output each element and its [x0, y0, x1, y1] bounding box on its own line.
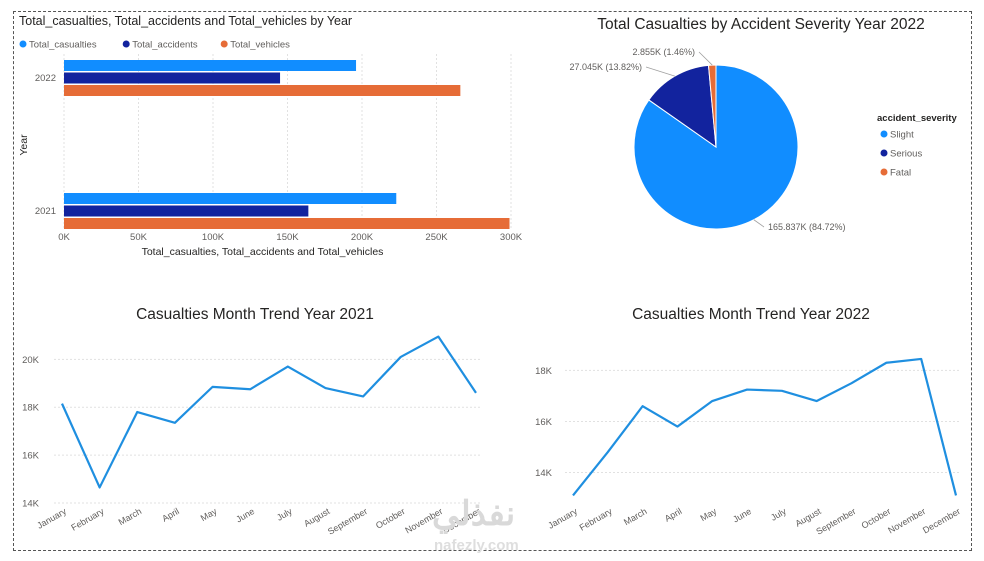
x-tick-label-april: April [160, 506, 181, 524]
x-tick-label-september: September [814, 506, 857, 537]
x-tick-label-december: December [921, 506, 962, 535]
x-tick-label-march: March [622, 506, 649, 527]
pie-legend-marker-serious [880, 149, 888, 157]
bar-total_casualties-2021 [64, 193, 397, 204]
pie-legend-marker-fatal [880, 168, 888, 176]
legend-label-total_casualties: Total_casualties [29, 40, 97, 51]
y-tick-label: 14K [22, 499, 40, 510]
line-chart-2022-panel[interactable]: Casualties Month Trend Year 2022 14K 16K 18… [518, 295, 970, 550]
watermark-url: nafezly.com [434, 537, 519, 554]
bar-chart-panel[interactable]: Total_casualties, Total_accidents and To… [15, 12, 535, 262]
x-tick-label-september: September [326, 506, 369, 537]
line-chart-2022: Casualties Month Trend Year 2022 14K 16K 18… [535, 306, 962, 537]
x-tick-label-march: March [117, 506, 144, 527]
x-tick-label: 200K [351, 232, 374, 243]
x-tick-label-february: February [69, 506, 106, 533]
y-tick-label: 20K [22, 355, 40, 366]
pie-data-label: 27.045K (13.82%) [569, 62, 642, 72]
x-tick-label-october: October [374, 506, 407, 531]
legend-marker-total_vehicles [220, 40, 228, 48]
dashboard-frame [13, 11, 972, 551]
pie-slice-serious [648, 64, 717, 149]
y-tick-label: 18K [22, 403, 40, 414]
x-tick-label-june: June [234, 506, 256, 524]
pie-chart-title: Total Casualties by Accident Severity Ye… [597, 16, 924, 33]
legend-marker-total_casualties [19, 40, 27, 48]
x-tick-label-july: July [769, 506, 788, 523]
line-chart-title: Casualties Month Trend Year 2022 [632, 306, 870, 323]
pie-leader-line [645, 66, 675, 77]
x-tick-label-november: November [886, 506, 927, 535]
y-tick-label: 2022 [35, 73, 56, 84]
bar-total_accidents-2021 [64, 205, 309, 217]
pie-chart: Total Casualties by Accident Severity Ye… [569, 16, 957, 232]
x-tick-label: 50K [130, 232, 148, 243]
x-tick-label: 0K [58, 232, 70, 243]
pie-leader-line [753, 219, 765, 228]
line-chart-2021: Casualties Month Trend Year 2021 14K 16K 18… [22, 306, 482, 537]
pie-data-label: 2.855K (1.46%) [632, 47, 695, 57]
x-tick-label: 100K [202, 232, 225, 243]
x-tick-label-january: January [546, 506, 579, 531]
y-axis-title: Year [18, 134, 30, 156]
line-chart-title: Casualties Month Trend Year 2021 [136, 306, 374, 323]
line-series [60, 335, 477, 489]
bar-total_casualties-2022 [64, 60, 357, 71]
y-tick-label: 18K [535, 366, 553, 377]
x-tick-label: 150K [276, 232, 299, 243]
y-tick-label: 16K [535, 417, 553, 428]
y-tick-label: 2021 [35, 206, 56, 217]
bar-chart: Total_casualties, Total_accidents and To… [18, 14, 523, 258]
pie-legend-label-slight: Slight [890, 130, 914, 141]
x-axis-title: Total_casualties, Total_accidents and To… [142, 246, 384, 258]
bar-total_accidents-2022 [64, 72, 281, 84]
bar-chart-title: Total_casualties, Total_accidents and To… [19, 14, 352, 28]
x-tick-label-may: May [199, 506, 219, 523]
legend-label-total_accidents: Total_accidents [132, 40, 198, 51]
x-tick-label: 250K [425, 232, 448, 243]
x-tick-label-july: July [275, 506, 294, 523]
bar-total_vehicles-2022 [64, 85, 461, 96]
pie-chart-panel[interactable]: Total Casualties by Accident Severity Ye… [545, 12, 970, 257]
y-tick-label: 14K [535, 468, 553, 479]
pie-legend-title: accident_severity [877, 113, 957, 124]
pie-legend-label-fatal: Fatal [890, 168, 911, 179]
x-tick-label-may: May [699, 506, 719, 523]
pie-legend-label-serious: Serious [890, 149, 922, 160]
line-chart-2021-panel[interactable]: Casualties Month Trend Year 2021 14K 16K 18… [15, 295, 515, 550]
x-tick-label-april: April [663, 506, 684, 524]
x-tick-label-january: January [35, 506, 68, 531]
x-tick-label-june: June [731, 506, 753, 524]
pie-legend-marker-slight [880, 130, 888, 138]
legend-marker-total_accidents [122, 40, 130, 48]
pie-slice-fatal [707, 64, 717, 148]
legend-label-total_vehicles: Total_vehicles [230, 40, 290, 51]
x-tick-label: 300K [500, 232, 523, 243]
watermark-logo: نفذلي [432, 495, 516, 533]
x-tick-label-august: August [302, 506, 332, 529]
pie-leader-line [698, 51, 713, 66]
bar-total_vehicles-2021 [64, 218, 510, 229]
x-tick-label-february: February [578, 506, 615, 533]
line-series [572, 357, 958, 497]
pie-data-label: 165.837K (84.72%) [768, 222, 846, 232]
y-tick-label: 16K [22, 451, 40, 462]
